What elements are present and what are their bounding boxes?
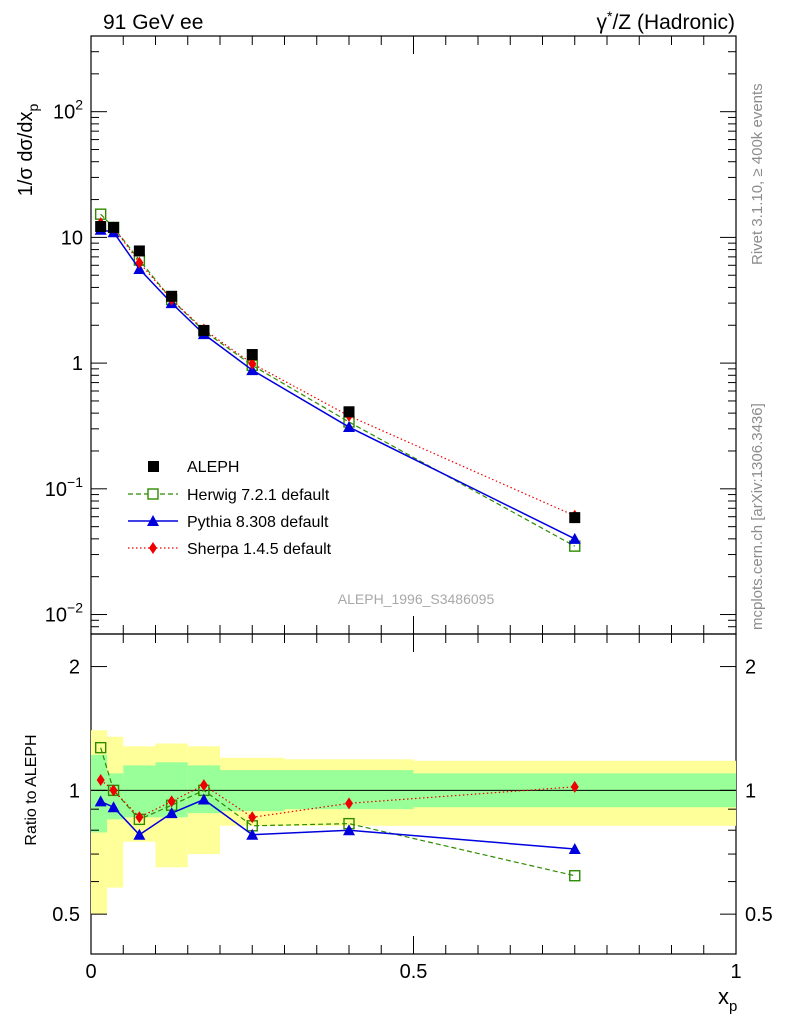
data-point-aleph bbox=[198, 324, 210, 336]
main-y-tick-base: 10 bbox=[45, 605, 67, 627]
side-text-mcplots: mcplots.cern.ch [arXiv:1306.3436] bbox=[749, 403, 766, 630]
x-axis-label: xp bbox=[718, 984, 737, 1015]
legend: ALEPH Herwig 7.2.1 default Pythia 8.308 … bbox=[128, 459, 332, 558]
point-sherpa bbox=[570, 780, 579, 793]
main-line-herwig bbox=[100, 213, 576, 547]
ratio-y-tick-label-right: 0.5 bbox=[745, 904, 773, 926]
main-line-sherpa bbox=[100, 222, 575, 517]
main-y-tick-exponent: 2 bbox=[75, 97, 83, 113]
ratio-y-tick-label-left: 0.5 bbox=[52, 904, 80, 926]
point-pythia bbox=[343, 824, 355, 836]
legend-marker-sherpa bbox=[149, 542, 157, 554]
main-y-tick-base: 10 bbox=[45, 479, 67, 501]
main-y-tick-exponent: −2 bbox=[67, 600, 83, 616]
main-line-pythia bbox=[100, 229, 576, 540]
legend-label-herwig: Herwig 7.2.1 default bbox=[187, 487, 330, 504]
data-point-aleph bbox=[343, 406, 355, 418]
point-sherpa bbox=[248, 357, 257, 370]
ratio-band-inner bbox=[91, 754, 108, 833]
x-tick-label: 0 bbox=[85, 961, 96, 983]
ratio-series bbox=[94, 741, 581, 882]
point-pythia bbox=[133, 828, 146, 840]
main-y-tick-label: 10−1 bbox=[45, 474, 83, 501]
point-pythia bbox=[246, 828, 259, 840]
header-right-title: γ*/Z (Hadronic) bbox=[597, 8, 735, 34]
point-sherpa bbox=[96, 773, 105, 786]
ratio-y-tick-label-left: 2 bbox=[69, 657, 80, 679]
data-point-aleph bbox=[166, 290, 178, 302]
main-series bbox=[94, 208, 581, 552]
data-point-aleph bbox=[95, 221, 107, 233]
main-y-tick-exponent: −1 bbox=[67, 474, 83, 490]
main-y-tick-label: 102 bbox=[53, 97, 83, 124]
point-herwig bbox=[94, 741, 107, 754]
main-y-axis-label: 1/σ dσ/dxp bbox=[15, 104, 41, 197]
legend-marker-pythia bbox=[147, 515, 159, 526]
point-pythia bbox=[94, 795, 107, 807]
ratio-uncertainty-bands bbox=[91, 730, 736, 915]
ratio-y-tick-label-right: 2 bbox=[745, 657, 756, 679]
main-y-tick-label: 10 bbox=[61, 227, 83, 249]
main-y-tick-label: 1 bbox=[72, 353, 83, 375]
header-left-title: 91 GeV ee bbox=[103, 11, 203, 34]
analysis-watermark: ALEPH_1996_S3486095 bbox=[338, 591, 495, 607]
main-y-tick-label: 10−2 bbox=[45, 600, 83, 627]
ratio-y-tick-label-left: 1 bbox=[69, 780, 80, 802]
point-pythia bbox=[568, 532, 581, 544]
point-pythia bbox=[197, 793, 210, 805]
x-tick-label: 0.5 bbox=[400, 961, 428, 983]
legend-label-aleph: ALEPH bbox=[187, 459, 239, 476]
legend-label-pythia: Pythia 8.308 default bbox=[187, 514, 329, 531]
ratio-y-axis-label: Ratio to ALEPH bbox=[23, 734, 40, 845]
main-y-tick-base: 10 bbox=[53, 102, 75, 124]
ratio-band-inner bbox=[123, 765, 156, 818]
data-point-aleph bbox=[569, 512, 581, 524]
ratio-y-tick-label-right: 1 bbox=[745, 780, 756, 802]
point-sherpa bbox=[248, 811, 257, 824]
point-sherpa bbox=[167, 795, 176, 808]
ratio-band-inner bbox=[107, 773, 124, 820]
point-sherpa bbox=[135, 256, 144, 269]
point-pythia bbox=[107, 801, 120, 813]
legend-label-sherpa: Sherpa 1.4.5 default bbox=[187, 541, 332, 558]
point-pythia bbox=[165, 807, 178, 819]
side-text-rivet: Rivet 3.1.10, ≥ 400k events bbox=[749, 83, 766, 265]
ratio-axis-ticks: 0.5 0.5 1 1 2 2 0 0.5 1 bbox=[52, 634, 773, 983]
point-pythia bbox=[568, 843, 581, 855]
data-point-aleph bbox=[133, 245, 145, 257]
legend-marker-aleph bbox=[148, 461, 159, 472]
point-sherpa bbox=[109, 784, 118, 797]
point-sherpa bbox=[135, 811, 144, 824]
point-pythia bbox=[343, 421, 355, 433]
x-tick-label: 1 bbox=[730, 961, 741, 983]
point-sherpa bbox=[345, 797, 353, 810]
point-herwig bbox=[569, 870, 581, 882]
legend-marker-herwig bbox=[147, 488, 159, 500]
data-point-aleph bbox=[246, 349, 258, 361]
point-sherpa bbox=[199, 779, 208, 792]
data-point-aleph bbox=[108, 221, 120, 233]
